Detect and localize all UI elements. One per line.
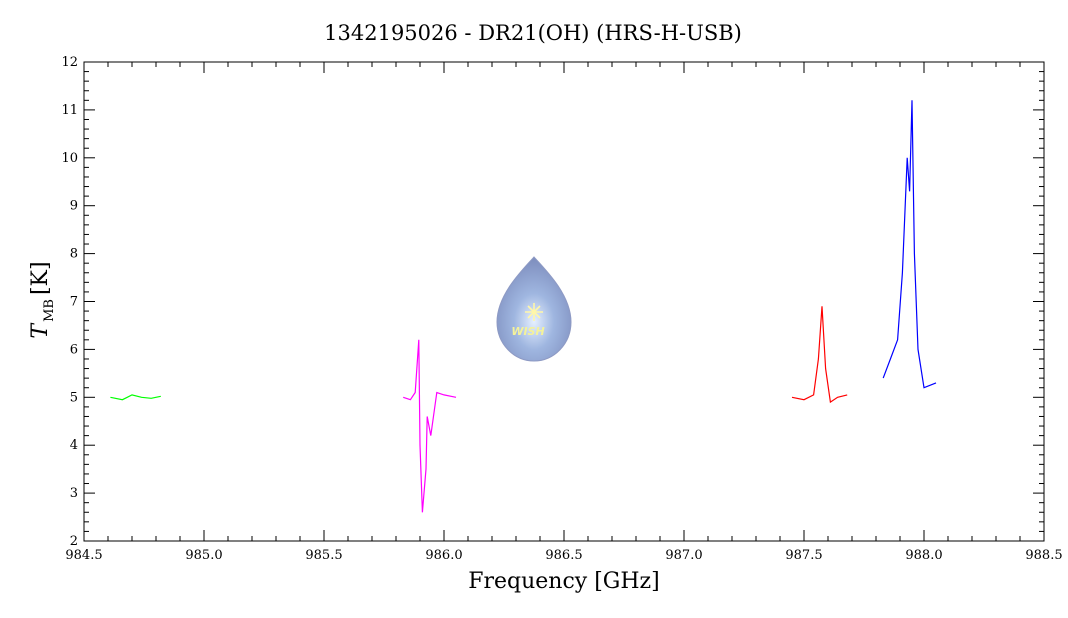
- x-tick-label: 986.0: [425, 548, 462, 563]
- y-tick-label: 4: [70, 438, 78, 453]
- x-tick-label: 987.0: [665, 548, 702, 563]
- y-axis-label: TMB [K]: [28, 261, 57, 338]
- x-axis-label: Frequency [GHz]: [468, 569, 660, 594]
- logo-text: WISH: [511, 325, 544, 338]
- y-tick-label: 12: [61, 55, 78, 70]
- y-tick-label: 3: [70, 486, 78, 501]
- series-line-0: [110, 394, 161, 401]
- series-line-2: [791, 306, 848, 404]
- y-tick-label: 10: [61, 151, 78, 166]
- wish-logo: WISH: [496, 256, 572, 362]
- y-tick-label: 7: [70, 295, 78, 310]
- y-tick-label: 6: [70, 342, 78, 357]
- x-tick-label: 985.5: [305, 548, 342, 563]
- y-tick-label: 2: [70, 534, 78, 549]
- y-axis-label-main: T: [28, 322, 53, 339]
- x-tick-label: 984.5: [65, 548, 102, 563]
- x-tick-label: 988.5: [1025, 548, 1062, 563]
- x-tick-label: 987.5: [785, 548, 822, 563]
- y-axis-label-unit: [K]: [28, 261, 53, 295]
- x-tick-label: 986.5: [545, 548, 582, 563]
- chart-title: 1342195026 - DR21(OH) (HRS-H-USB): [324, 21, 742, 45]
- y-tick-label: 11: [61, 103, 78, 118]
- y-tick-label: 9: [70, 199, 78, 214]
- svg-text:TMB[K]: TMB [K]: [28, 261, 57, 338]
- axes-layer: 984.5 985.0 985.5 986.0 986.5 987.0 987.5 988.0…: [61, 55, 1062, 563]
- y-axis-label-sub: MB: [42, 299, 57, 322]
- x-tick-label: 985.0: [185, 548, 222, 563]
- y-tick-label: 5: [70, 390, 78, 405]
- series-line-1: [403, 339, 457, 513]
- y-tick-label: 8: [70, 247, 78, 262]
- series-line-3: [882, 100, 937, 389]
- star-icon: [525, 303, 543, 321]
- x-tick-label: 988.0: [905, 548, 942, 563]
- series-layer: [110, 100, 937, 513]
